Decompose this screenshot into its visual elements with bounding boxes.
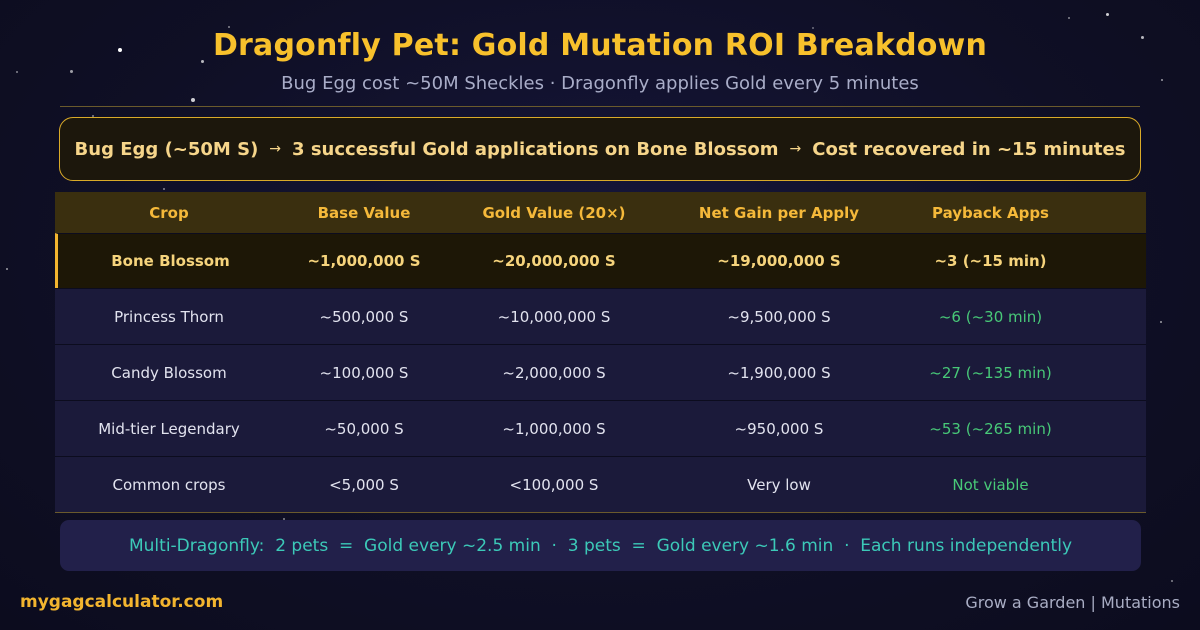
- cell-net-gain: ~1,900,000 S: [727, 363, 831, 382]
- star-decoration: [1171, 580, 1173, 582]
- star-decoration: [1160, 321, 1162, 323]
- cell-net-gain: ~19,000,000 S: [717, 252, 841, 270]
- cell-gold-value: ~20,000,000 S: [492, 252, 616, 270]
- cell-crop: Princess Thorn: [114, 307, 224, 326]
- banner-egg-cost: Bug Egg (~50M S): [74, 138, 259, 160]
- cell-gold-value: ~1,000,000 S: [502, 419, 606, 438]
- cell-payback: ~3 (~15 min): [934, 252, 1047, 270]
- star-decoration: [6, 268, 8, 270]
- cell-crop: Common crops: [112, 475, 226, 494]
- cell-base-value: ~500,000 S: [319, 307, 409, 326]
- star-decoration: [812, 27, 814, 29]
- star-decoration: [163, 188, 165, 190]
- cell-gold-value: ~2,000,000 S: [502, 363, 606, 382]
- star-decoration: [92, 115, 94, 117]
- cell-payback: ~27 (~135 min): [929, 363, 1052, 382]
- table-row: Candy Blossom ~100,000 S ~2,000,000 S ~1…: [55, 344, 1146, 400]
- star-decoration: [1068, 17, 1070, 19]
- roi-table: Crop Base Value Gold Value (20×) Net Gai…: [55, 192, 1146, 513]
- page-subtitle: Bug Egg cost ~50M Sheckles · Dragonfly a…: [281, 73, 919, 94]
- column-header-crop: Crop: [149, 203, 189, 222]
- multi-dragonfly-note: Multi-Dragonfly: 2 pets = Gold every ~2.…: [60, 520, 1141, 571]
- cell-net-gain: ~950,000 S: [734, 419, 824, 438]
- star-decoration: [191, 98, 195, 102]
- header-divider: [60, 106, 1140, 107]
- star-decoration: [16, 71, 18, 73]
- arrow-right-icon: →: [789, 141, 802, 157]
- cell-payback: Not viable: [952, 475, 1029, 494]
- star-decoration: [1141, 36, 1144, 39]
- site-name: mygagcalculator.com: [20, 592, 224, 612]
- table-row-highlighted: Bone Blossom ~1,000,000 S ~20,000,000 S …: [55, 233, 1146, 288]
- column-header-gold-value: Gold Value (20×): [482, 203, 626, 222]
- cell-net-gain: Very low: [747, 475, 811, 494]
- cell-base-value: <5,000 S: [329, 475, 399, 494]
- cell-payback: ~6 (~30 min): [938, 307, 1043, 326]
- roi-summary-banner: Bug Egg (~50M S) → 3 successful Gold app…: [59, 117, 1141, 181]
- cell-gold-value: <100,000 S: [509, 475, 599, 494]
- star-decoration: [1161, 79, 1163, 81]
- star-decoration: [228, 26, 230, 28]
- banner-applications: 3 successful Gold applications on Bone B…: [292, 138, 779, 160]
- cell-crop: Candy Blossom: [111, 363, 227, 382]
- cell-base-value: ~100,000 S: [319, 363, 409, 382]
- table-header-row: Crop Base Value Gold Value (20×) Net Gai…: [55, 192, 1146, 233]
- arrow-right-icon: →: [269, 141, 282, 157]
- cell-base-value: ~50,000 S: [324, 419, 404, 438]
- column-header-base-value: Base Value: [317, 203, 411, 222]
- cell-gold-value: ~10,000,000 S: [497, 307, 611, 326]
- star-decoration: [283, 518, 285, 520]
- column-header-net-gain: Net Gain per Apply: [698, 203, 860, 222]
- cell-base-value: ~1,000,000 S: [307, 252, 421, 270]
- cell-crop: Bone Blossom: [111, 252, 230, 270]
- star-decoration: [118, 48, 122, 52]
- star-decoration: [1106, 13, 1109, 16]
- banner-recovery-time: Cost recovered in ~15 minutes: [812, 138, 1126, 160]
- column-header-payback: Payback Apps: [932, 203, 1049, 222]
- table-row: Mid-tier Legendary ~50,000 S ~1,000,000 …: [55, 400, 1146, 456]
- cell-crop: Mid-tier Legendary: [98, 419, 240, 438]
- table-row: Common crops <5,000 S <100,000 S Very lo…: [55, 456, 1146, 513]
- page-title: Dragonfly Pet: Gold Mutation ROI Breakdo…: [212, 28, 988, 63]
- star-decoration: [201, 60, 204, 63]
- cell-net-gain: ~9,500,000 S: [727, 307, 831, 326]
- cell-payback: ~53 (~265 min): [929, 419, 1052, 438]
- table-row: Princess Thorn ~500,000 S ~10,000,000 S …: [55, 288, 1146, 344]
- star-decoration: [70, 70, 73, 73]
- footer-section-label: Grow a Garden | Mutations: [965, 593, 1180, 612]
